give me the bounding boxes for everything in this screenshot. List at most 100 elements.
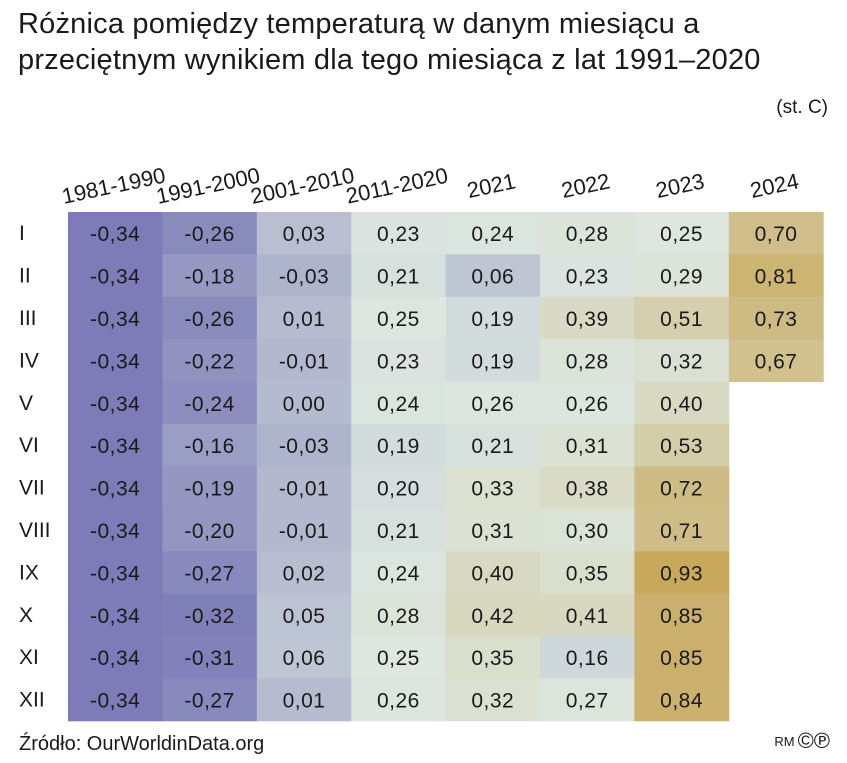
cell-value: 0,39	[566, 308, 609, 331]
heatmap-cell	[68, 212, 163, 255]
heatmap-cell	[634, 508, 730, 552]
cell-value: 0,19	[471, 350, 514, 373]
cell-value: -0,34	[90, 393, 140, 416]
column-label-2022: 2022	[559, 168, 612, 203]
heatmap-cell	[162, 212, 258, 255]
source-note: Źródło: OurWorldinData.org	[19, 733, 265, 755]
heatmap-cell	[634, 254, 730, 298]
cell-value: 0,20	[377, 478, 420, 501]
cell-value: 0,28	[377, 605, 420, 628]
row-label-vii: VII	[19, 477, 45, 500]
heatmap-cell	[351, 678, 447, 722]
heatmap-cell	[256, 593, 352, 637]
cell-value: -0,26	[184, 308, 234, 331]
row-label-vi: VI	[19, 434, 39, 457]
cell-value: -0,24	[184, 393, 234, 416]
cell-value: 0,42	[471, 605, 514, 628]
cell-value: 0,41	[566, 605, 609, 628]
row-label-x: X	[19, 604, 33, 627]
cell-value: -0,34	[90, 478, 140, 501]
column-label-2023: 2023	[654, 168, 707, 203]
cell-value: 0,23	[566, 266, 609, 289]
cell-value: 0,40	[660, 393, 703, 416]
cell-value: 0,53	[660, 435, 703, 458]
heatmap-cell	[68, 636, 163, 679]
column-label-2024: 2024	[748, 168, 801, 203]
heatmap-cell	[634, 381, 730, 425]
heatmap-cell	[634, 636, 730, 679]
cell-value: -0,27	[184, 562, 234, 585]
heatmap-cell	[256, 466, 352, 510]
column-label-2011-2020: 2011-2020	[344, 163, 451, 209]
heatmap-cell	[351, 212, 447, 255]
heatmap-cell	[540, 678, 635, 722]
cell-value: 0,16	[566, 647, 609, 670]
heatmap-cell	[351, 254, 447, 298]
row-label-v: V	[19, 392, 33, 415]
cell-value: 0,21	[471, 435, 514, 458]
heatmap-cell	[634, 424, 730, 467]
row-label-i: I	[19, 222, 25, 245]
cell-value: 0,19	[471, 308, 514, 331]
cell-value: -0,34	[90, 435, 140, 458]
row-label-iii: III	[19, 307, 37, 330]
heatmap-cells: -0,34 -0,26 0,03 0,23 0,24 0,28 0,25 0,70 -0,34 -…	[68, 212, 824, 722]
cell-value: 0,21	[377, 520, 420, 543]
cell-value: 0,26	[377, 690, 420, 713]
cell-value: -0,22	[184, 350, 234, 373]
heatmap-cell	[68, 296, 163, 340]
heatmap-cell	[162, 339, 258, 383]
heatmap-cell	[256, 636, 352, 679]
cell-value: -0,32	[184, 605, 234, 628]
cell-value: 0,81	[755, 266, 798, 289]
cell-value: -0,03	[279, 266, 329, 289]
heatmap-cell	[728, 212, 824, 255]
heatmap-cell	[162, 678, 258, 722]
cell-value: 0,06	[471, 266, 514, 289]
column-label-1981-1990: 1981-1990	[60, 162, 168, 208]
heatmap-cell	[68, 424, 163, 467]
cell-value: 0,35	[566, 562, 609, 585]
heatmap-cell	[68, 381, 163, 425]
cell-value: 0,51	[660, 308, 703, 331]
cell-value: 0,40	[471, 562, 514, 585]
cell-value: 0,19	[377, 435, 420, 458]
cell-value: -0,03	[279, 435, 329, 458]
heatmap-cell	[256, 424, 352, 467]
heatmap-cell	[540, 339, 635, 383]
heatmap-cell	[445, 678, 541, 722]
heatmap-cell	[445, 424, 541, 467]
heatmap-cell	[351, 636, 447, 679]
cell-value: -0,34	[90, 562, 140, 585]
heatmap-cell	[351, 339, 447, 383]
cell-value: 0,73	[755, 308, 798, 331]
cell-value: 0,25	[377, 647, 420, 670]
cell-value: 0,93	[660, 562, 703, 585]
heatmap-cell	[445, 254, 541, 298]
cell-value: 0,24	[377, 562, 420, 585]
cell-value: 0,02	[283, 562, 326, 585]
row-label-xi: XI	[19, 646, 39, 669]
cell-value: -0,34	[90, 605, 140, 628]
heatmap-cell	[445, 551, 541, 595]
heatmap-cell	[256, 339, 352, 383]
cell-value: 0,03	[283, 223, 326, 246]
cell-value: 0,85	[660, 647, 703, 670]
cell-value: 0,72	[660, 478, 703, 501]
cell-value: 0,26	[471, 393, 514, 416]
heatmap-cell	[351, 593, 447, 637]
heatmap-cell	[162, 466, 258, 510]
cell-value: -0,01	[279, 520, 329, 543]
heatmap-cell	[540, 508, 635, 552]
cell-value: 0,30	[566, 520, 609, 543]
cell-value: 0,31	[471, 520, 514, 543]
cell-value: -0,34	[90, 647, 140, 670]
chart-title: Różnica pomiędzy temperaturą w danym mie…	[18, 8, 761, 76]
column-label-2021: 2021	[465, 168, 518, 203]
heatmap-cell	[728, 339, 824, 383]
row-label-ii: II	[19, 265, 31, 288]
cell-value: 0,38	[566, 478, 609, 501]
heatmap-cell	[540, 551, 635, 595]
heatmap-cell	[162, 593, 258, 637]
heatmap-cell	[540, 593, 635, 637]
